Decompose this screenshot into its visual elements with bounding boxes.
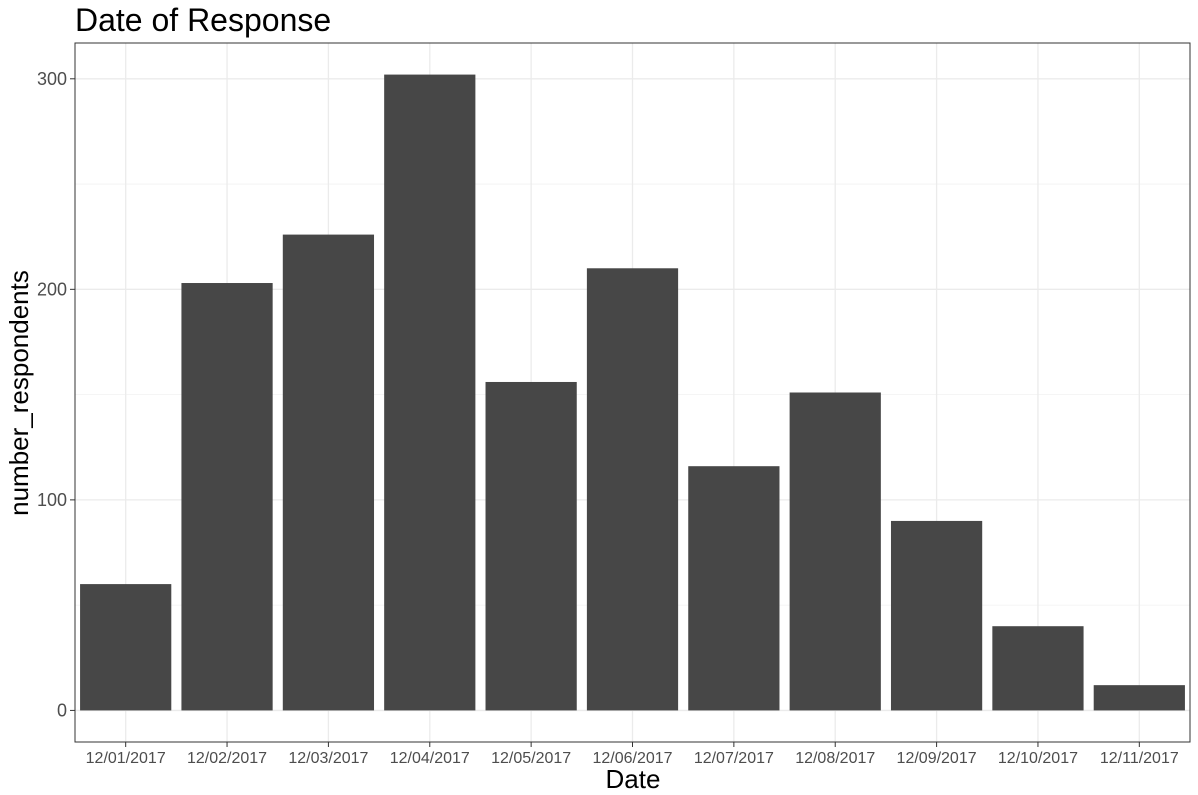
bar bbox=[282, 234, 375, 711]
y-tick-label: 300 bbox=[37, 69, 67, 89]
bar bbox=[485, 381, 577, 711]
y-tick-label: 200 bbox=[37, 279, 67, 299]
x-tick-label: 12/11/2017 bbox=[1100, 750, 1179, 767]
x-axis: 12/01/2017 12/02/2017 12/03/2017 12/04/2017… bbox=[86, 742, 1179, 767]
y-axis-title: number_respondents bbox=[4, 270, 34, 516]
x-tick-label: 12/06/2017 bbox=[592, 750, 672, 767]
x-tick-label: 12/02/2017 bbox=[187, 750, 267, 767]
bar bbox=[789, 392, 881, 711]
bar bbox=[384, 74, 476, 711]
bar bbox=[1093, 685, 1185, 711]
x-axis-title: Date bbox=[606, 764, 661, 794]
x-tick-label: 12/01/2017 bbox=[86, 750, 166, 767]
bar bbox=[181, 283, 273, 711]
x-tick-label: 12/05/2017 bbox=[491, 750, 571, 767]
x-tick-label: 12/03/2017 bbox=[288, 750, 368, 767]
x-tick-label: 12/08/2017 bbox=[795, 750, 875, 767]
chart-title: Date of Response bbox=[75, 2, 331, 38]
x-tick-label: 12/04/2017 bbox=[390, 750, 470, 767]
bar bbox=[992, 626, 1084, 711]
y-tick-label: 100 bbox=[37, 490, 67, 510]
x-tick-label: 12/10/2017 bbox=[998, 750, 1078, 767]
y-tick-label: 0 bbox=[57, 700, 67, 720]
bar bbox=[688, 466, 780, 711]
bars bbox=[80, 74, 1185, 711]
y-axis: 0 100 200 300 bbox=[37, 69, 75, 720]
bar bbox=[586, 268, 679, 711]
x-tick-label: 12/07/2017 bbox=[694, 750, 774, 767]
bar bbox=[80, 584, 172, 711]
bar bbox=[890, 520, 983, 711]
x-tick-label: 12/09/2017 bbox=[897, 750, 977, 767]
